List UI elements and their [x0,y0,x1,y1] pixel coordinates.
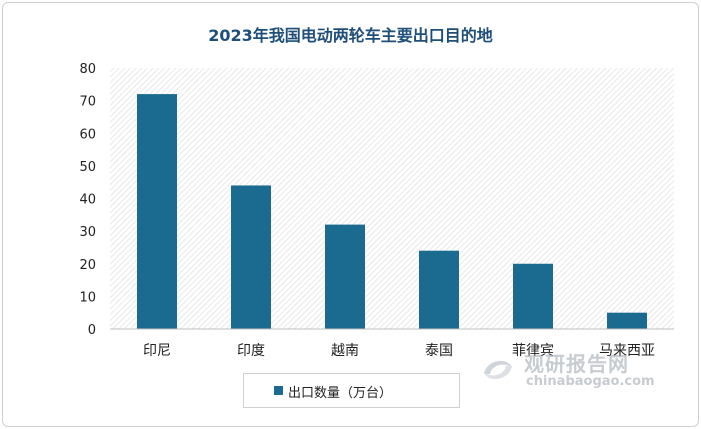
swirl-logo-icon [484,360,512,380]
x-tick-label: 印度 [237,343,265,359]
y-tick-label: 40 [79,193,96,208]
x-tick-label: 印尼 [143,343,171,359]
watermark-en-text: chinabaogao.com [526,374,655,389]
legend: 出口数量（万台） [243,373,460,408]
legend-swatch [274,386,283,395]
watermark-cn-text: 观研报告网 [524,352,629,376]
y-tick-label: 10 [79,290,96,305]
y-tick-label: 50 [79,160,96,175]
bar [231,185,271,329]
x-tick-label: 菲律宾 [512,343,554,359]
y-tick-label: 60 [79,127,96,142]
chart-title: 2023年我国电动两轮车主要出口目的地 [208,26,493,45]
plot-area [110,68,674,329]
y-tick-label: 30 [79,225,96,240]
bar [513,263,553,329]
x-tick-label: 越南 [331,343,359,359]
y-tick-label: 80 [79,62,96,77]
bar [607,312,647,329]
bar [419,250,459,329]
y-tick-label: 0 [88,323,96,338]
y-tick-label: 20 [79,258,96,273]
bar [325,224,365,329]
watermark: 观研报告网 chinabaogao.com [480,346,690,396]
bar [137,94,177,329]
y-tick-label: 70 [79,95,96,110]
x-tick-label: 马来西亚 [599,343,655,359]
legend-label: 出口数量（万台） [288,386,393,401]
x-tick-label: 泰国 [425,343,453,359]
